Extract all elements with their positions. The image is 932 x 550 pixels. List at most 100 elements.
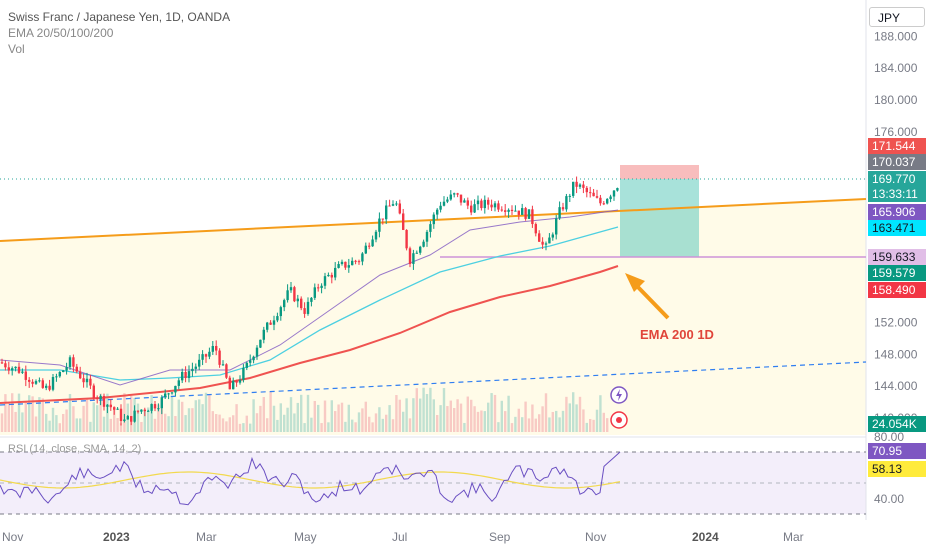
candle — [75, 363, 78, 374]
candle — [300, 296, 303, 311]
candle — [463, 198, 466, 203]
candle — [228, 375, 231, 390]
volume-bar — [14, 411, 17, 432]
blue-dashed-trendline[interactable] — [0, 361, 867, 406]
candle — [357, 259, 361, 265]
candle — [602, 201, 605, 206]
volume-bar — [289, 397, 293, 432]
volume-bar — [7, 402, 10, 432]
candle — [561, 202, 565, 212]
candle — [364, 242, 367, 255]
candle — [548, 233, 551, 244]
volume-bar — [534, 418, 537, 432]
candle — [616, 187, 619, 192]
lightning-glyph — [616, 389, 622, 401]
volume-bar — [187, 408, 191, 432]
volume-bar — [228, 417, 231, 432]
candle — [174, 385, 177, 397]
candle — [493, 201, 497, 212]
volume-bar — [211, 411, 214, 432]
candle — [85, 372, 89, 388]
volume-bar — [606, 418, 609, 432]
price-label: 159.579 — [868, 265, 926, 281]
volume-bar — [286, 407, 289, 432]
volume-bar — [323, 400, 327, 432]
candle — [140, 409, 143, 414]
volume-bar — [252, 399, 255, 432]
volume-bar — [310, 417, 313, 432]
candle — [470, 200, 473, 216]
volume-bar — [45, 413, 48, 432]
candle — [419, 245, 422, 255]
volume-bar — [269, 392, 272, 432]
price-axis[interactable]: 188.000 184.000 180.000 176.000 152.000 148.0… — [874, 29, 918, 506]
candle — [68, 355, 72, 370]
candle — [524, 206, 527, 221]
volume-bar — [167, 416, 170, 432]
candle — [238, 375, 242, 385]
candle — [405, 229, 408, 251]
volume-bar — [551, 411, 554, 432]
volume-bar — [449, 400, 452, 432]
volume-bar — [412, 398, 415, 432]
volume-bar — [541, 406, 544, 432]
candle — [259, 339, 262, 349]
annotation-arrow — [632, 281, 670, 320]
candle — [143, 407, 146, 417]
candle — [184, 366, 187, 383]
currency-button[interactable]: JPY — [869, 7, 925, 27]
volume-bar — [371, 422, 374, 432]
volume-bar — [425, 394, 429, 432]
candle — [4, 360, 7, 371]
candle — [578, 183, 582, 190]
candle — [133, 405, 136, 423]
candle — [99, 394, 102, 406]
volume-bar — [215, 414, 218, 432]
target-zone[interactable] — [620, 179, 699, 257]
volume-indicator-label[interactable]: Vol — [8, 42, 25, 56]
candle — [412, 249, 415, 270]
volume-bar — [313, 400, 316, 432]
volume-bar — [262, 397, 265, 432]
time-tick-label: Jul — [392, 530, 407, 544]
candle — [225, 363, 228, 379]
candle — [177, 377, 180, 390]
candle — [62, 369, 65, 373]
rsi-indicator-label[interactable]: RSI (14, close, SMA, 14, 2) — [8, 443, 142, 455]
candle — [187, 365, 191, 383]
stop-zone[interactable] — [620, 165, 699, 179]
candle — [517, 210, 520, 220]
candle — [510, 205, 514, 216]
volume-bar — [487, 402, 490, 432]
volume-bar — [232, 415, 235, 432]
volume-bar — [524, 401, 527, 432]
volume-bar — [402, 411, 405, 432]
candle — [204, 353, 208, 363]
volume-bar — [147, 407, 150, 432]
symbol-title[interactable]: Swiss Franc / Japanese Yen, 1D, OANDA — [8, 10, 231, 24]
annotation-arrowhead — [625, 273, 645, 292]
volume-bar — [72, 406, 75, 432]
price-label: 169.770 — [868, 171, 926, 187]
candle — [72, 354, 75, 373]
volume-bar — [442, 388, 446, 432]
price-tick-label: 184.000 — [874, 61, 918, 75]
price-label: 170.037 — [868, 154, 926, 170]
volume-bar — [272, 405, 276, 432]
ema-indicator-label[interactable]: EMA 20/50/100/200 — [8, 26, 114, 40]
ema-100-line — [0, 226, 619, 381]
volume-bar — [62, 413, 65, 432]
candle — [337, 261, 340, 269]
candle — [344, 261, 347, 270]
candle — [572, 181, 575, 198]
volume-bar — [296, 402, 299, 432]
volume-bar — [119, 423, 123, 432]
volume-bar — [517, 408, 520, 432]
time-axis[interactable]: Nov 2023 Mar May Jul Sep Nov 2024 Mar — [2, 530, 804, 544]
candle — [252, 355, 255, 364]
volume-bar — [109, 418, 112, 432]
candle — [609, 194, 612, 203]
candle — [385, 200, 388, 225]
candle — [160, 395, 163, 415]
